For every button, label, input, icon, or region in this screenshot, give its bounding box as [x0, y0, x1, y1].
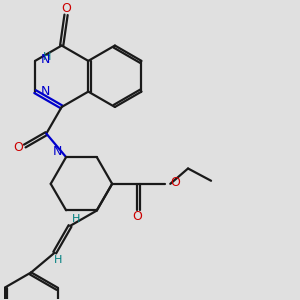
Text: N: N [40, 53, 50, 66]
Text: O: O [14, 141, 23, 154]
Text: H: H [43, 52, 52, 62]
Text: H: H [54, 255, 62, 265]
Text: N: N [40, 85, 50, 98]
Text: O: O [170, 176, 180, 189]
Text: N: N [52, 145, 62, 158]
Text: O: O [62, 2, 72, 15]
Text: O: O [133, 210, 142, 223]
Text: H: H [72, 214, 81, 224]
